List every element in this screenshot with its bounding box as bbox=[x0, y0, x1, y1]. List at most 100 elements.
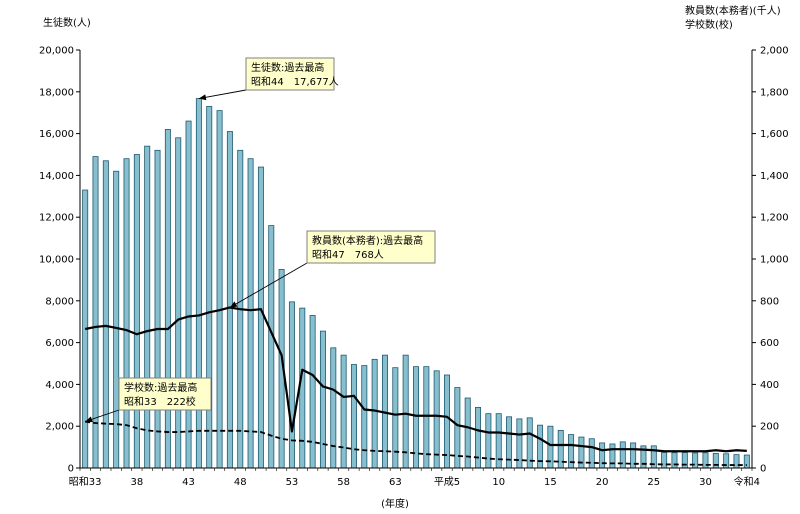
right-tick-label: 800 bbox=[760, 296, 779, 307]
callout-title: 生徒数:過去最高 bbox=[251, 61, 324, 74]
left-tick-label: 16,000 bbox=[39, 129, 74, 140]
student-bar bbox=[340, 354, 347, 469]
student-bar bbox=[268, 225, 275, 469]
x-tick-label: 15 bbox=[544, 477, 557, 488]
student-bar bbox=[402, 354, 409, 469]
callout-title: 学校数:過去最高 bbox=[124, 381, 197, 394]
student-bar bbox=[288, 301, 295, 469]
student-bar bbox=[609, 443, 616, 469]
left-tick-label: 0 bbox=[68, 464, 74, 475]
x-tick-label: 63 bbox=[389, 477, 402, 488]
student-bar bbox=[475, 406, 482, 469]
x-tick-label: 25 bbox=[647, 477, 660, 488]
x-tick-label: 38 bbox=[130, 477, 143, 488]
right-tick-label: 200 bbox=[760, 422, 779, 433]
right-axis-ticks: 0 200 400 600 800 1,000 1,200 1,400 1,600 1,800 2,… bbox=[752, 46, 789, 475]
callout-arrowhead bbox=[229, 301, 238, 308]
student-bar bbox=[299, 307, 306, 469]
student-bar bbox=[361, 365, 368, 469]
left-tick-label: 14,000 bbox=[39, 171, 74, 182]
left-axis-title: 生徒数(人) bbox=[43, 16, 91, 29]
x-tick-label: 平成5 bbox=[434, 476, 460, 488]
right-axis-title-line1: 教員数(本務者)(千人) bbox=[685, 4, 781, 17]
left-tick-label: 8,000 bbox=[45, 296, 74, 307]
left-tick-label: 10,000 bbox=[39, 255, 74, 266]
student-bar bbox=[102, 160, 109, 469]
callout-arrowhead bbox=[198, 94, 207, 101]
student-bar bbox=[206, 106, 213, 469]
callout-box bbox=[306, 230, 436, 264]
x-tick-label: 58 bbox=[337, 477, 350, 488]
student-bar bbox=[92, 156, 99, 469]
student-bar bbox=[257, 166, 264, 469]
right-tick-label: 1,000 bbox=[760, 255, 789, 266]
axes bbox=[79, 50, 753, 469]
x-tick-label: 昭和33 bbox=[69, 476, 102, 488]
series-lines bbox=[84, 306, 747, 466]
student-bar bbox=[195, 98, 202, 469]
right-tick-label: 2,000 bbox=[760, 46, 789, 57]
student-bar bbox=[733, 454, 740, 469]
student-bar bbox=[319, 330, 326, 469]
callout-detail: 昭和33 222校 bbox=[124, 395, 196, 408]
callout-title: 教員数(本務者):過去最高 bbox=[312, 234, 423, 247]
student-bar bbox=[671, 452, 678, 469]
callout-arrowhead bbox=[85, 416, 93, 423]
student-bar bbox=[712, 452, 719, 469]
student-bar bbox=[681, 452, 688, 469]
student-bar bbox=[599, 442, 606, 469]
right-tick-label: 1,200 bbox=[760, 213, 789, 224]
x-tick-label: 10 bbox=[492, 477, 505, 488]
student-bars bbox=[82, 98, 750, 469]
callout-box bbox=[245, 57, 335, 91]
x-tick-label: 20 bbox=[596, 477, 609, 488]
student-bar bbox=[692, 452, 699, 469]
right-tick-label: 1,800 bbox=[760, 87, 789, 98]
right-axis-title-line2: 学校数(校) bbox=[685, 18, 733, 31]
student-bar bbox=[133, 154, 140, 469]
left-tick-label: 4,000 bbox=[45, 380, 74, 391]
callout-detail: 昭和44 17,677人 bbox=[251, 76, 339, 88]
left-tick-label: 18,000 bbox=[39, 87, 74, 98]
left-tick-label: 20,000 bbox=[39, 46, 74, 57]
student-bar bbox=[743, 454, 750, 469]
callout-leader bbox=[198, 89, 247, 99]
student-bar bbox=[123, 158, 130, 469]
student-bar bbox=[309, 315, 316, 469]
student-bar bbox=[216, 110, 223, 469]
right-tick-label: 400 bbox=[760, 380, 779, 391]
student-bar bbox=[144, 145, 151, 469]
x-tick-label: 43 bbox=[182, 477, 195, 488]
student-bar bbox=[247, 158, 254, 469]
left-tick-label: 2,000 bbox=[45, 422, 74, 433]
x-tick-label: 48 bbox=[234, 477, 247, 488]
student-bar bbox=[661, 451, 668, 469]
student-bar bbox=[185, 120, 192, 469]
student-bar bbox=[350, 364, 357, 469]
right-tick-label: 1,400 bbox=[760, 171, 789, 182]
right-tick-label: 1,600 bbox=[760, 129, 789, 140]
student-bar bbox=[392, 367, 399, 469]
student-bar bbox=[444, 374, 450, 469]
right-tick-label: 0 bbox=[760, 464, 766, 475]
callout-leader bbox=[229, 262, 308, 308]
x-tick-label: 令和4 bbox=[734, 475, 760, 488]
left-tick-label: 12,000 bbox=[39, 213, 74, 224]
x-tick-label: 30 bbox=[699, 477, 712, 488]
x-axis-ticks: 昭和33 38 43 48 53 58 63 平成5 10 15 20 25 30 令和4 bbox=[69, 468, 760, 488]
student-bar bbox=[154, 149, 161, 469]
student-bar bbox=[485, 413, 492, 469]
left-tick-label: 6,000 bbox=[45, 338, 74, 349]
left-axis-ticks: 0 2,000 4,000 6,000 8,000 10,000 12,000 14,000 1… bbox=[39, 46, 80, 475]
school-line bbox=[85, 420, 747, 466]
student-bar bbox=[423, 366, 430, 469]
student-bar bbox=[164, 129, 171, 469]
x-tick-label: 53 bbox=[286, 477, 299, 488]
teacher-line bbox=[84, 306, 747, 453]
student-bar bbox=[226, 131, 233, 469]
student-bar bbox=[175, 137, 182, 469]
student-bar bbox=[330, 347, 337, 469]
callout-box bbox=[118, 377, 212, 411]
